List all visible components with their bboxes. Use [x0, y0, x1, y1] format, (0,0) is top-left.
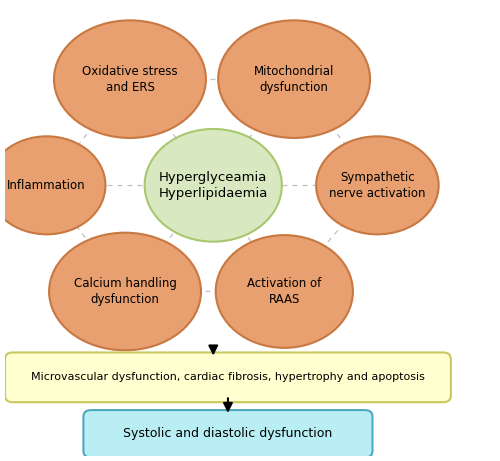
Text: Oxidative stress
and ERS: Oxidative stress and ERS — [82, 65, 178, 94]
Ellipse shape — [144, 129, 282, 242]
Text: Hyperglyceamia
Hyperlipidaemia: Hyperglyceamia Hyperlipidaemia — [158, 171, 268, 200]
Text: Calcium handling
dysfunction: Calcium handling dysfunction — [74, 277, 176, 306]
Text: Sympathetic
nerve activation: Sympathetic nerve activation — [329, 171, 426, 200]
Ellipse shape — [0, 136, 106, 234]
Text: Mitochondrial
dysfunction: Mitochondrial dysfunction — [254, 65, 334, 94]
Ellipse shape — [216, 235, 353, 348]
Ellipse shape — [316, 136, 438, 234]
Text: Activation of
RAAS: Activation of RAAS — [247, 277, 322, 306]
Text: Systolic and diastolic dysfunction: Systolic and diastolic dysfunction — [124, 427, 332, 440]
Text: Inflammation: Inflammation — [8, 179, 86, 192]
FancyBboxPatch shape — [5, 353, 451, 402]
Ellipse shape — [218, 20, 370, 138]
Ellipse shape — [54, 20, 206, 138]
Ellipse shape — [49, 233, 201, 350]
Text: Microvascular dysfunction, cardiac fibrosis, hypertrophy and apoptosis: Microvascular dysfunction, cardiac fibro… — [31, 372, 425, 382]
FancyBboxPatch shape — [84, 410, 372, 457]
